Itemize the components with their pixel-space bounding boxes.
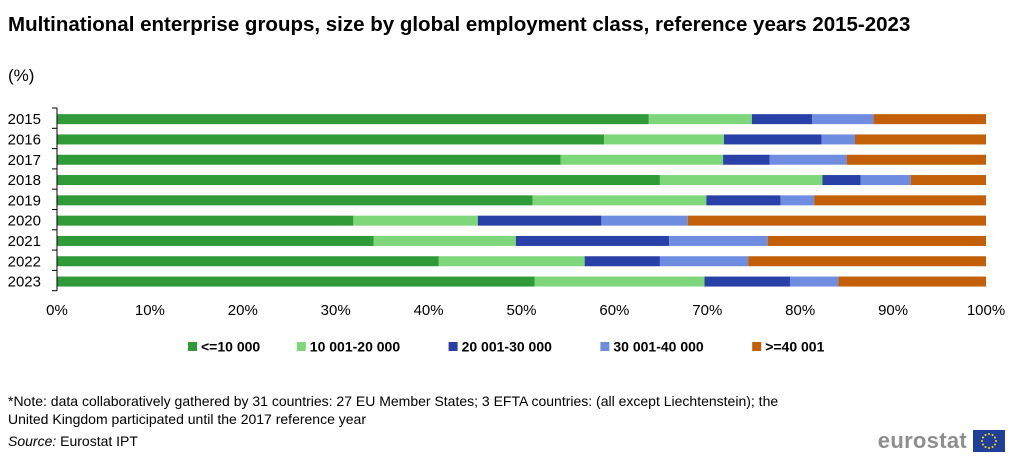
y-tick-label: 2021 — [8, 233, 41, 250]
bar-segment — [751, 114, 813, 125]
x-tick-label: 30% — [321, 302, 351, 319]
x-tick-label: 100% — [967, 302, 1005, 319]
legend-swatch — [600, 342, 610, 351]
bar-segment — [57, 134, 605, 145]
bar-segment — [838, 276, 986, 287]
chart-title: Multinational enterprise groups, size by… — [8, 13, 911, 36]
bar-segment — [648, 114, 752, 125]
x-tick-label: 20% — [228, 302, 258, 319]
bar-segment — [873, 114, 986, 125]
bar-segment — [855, 134, 986, 145]
eu-flag-icon — [973, 430, 1005, 452]
x-tick-label: 80% — [785, 302, 815, 319]
bar-segment — [767, 235, 986, 246]
legend-swatch — [752, 342, 762, 351]
legend-label: 10 001-20 000 — [310, 339, 401, 355]
bar-segment — [789, 276, 839, 287]
y-tick-label: 2018 — [8, 172, 41, 189]
bar-segment — [57, 114, 649, 125]
legend-label: 20 001-30 000 — [462, 339, 553, 355]
x-tick-label: 90% — [878, 302, 908, 319]
legend-swatch — [188, 342, 197, 351]
bar-segment — [353, 215, 478, 226]
bar-segment — [704, 276, 790, 287]
y-tick-label: 2022 — [8, 253, 41, 270]
source-value: Eurostat IPT — [56, 433, 138, 449]
y-tick-label: 2017 — [8, 152, 41, 169]
y-tick-label: 2016 — [8, 131, 41, 148]
legend-label: 30 001-40 000 — [613, 339, 704, 355]
y-tick-label: 2020 — [8, 213, 41, 230]
legend-swatch — [296, 342, 306, 351]
bar-segment — [601, 215, 688, 226]
legend-swatch — [448, 342, 458, 351]
bar-segment — [57, 235, 374, 246]
x-tick-label: 70% — [692, 302, 722, 319]
x-tick-label: 10% — [135, 302, 165, 319]
bar-segment — [822, 175, 861, 186]
eurostat-logo: eurostat — [878, 428, 1005, 454]
bar-segment — [687, 215, 986, 226]
bar-segment — [584, 256, 660, 267]
y-tick-label: 2023 — [8, 274, 41, 291]
bar-segment — [846, 154, 986, 165]
bar-segment — [373, 235, 516, 246]
bar-segment — [659, 256, 749, 267]
bar-segment — [748, 256, 986, 267]
chart-note: *Note: data collaboratively gathered by … — [8, 393, 779, 427]
bar-segment — [57, 256, 439, 267]
chart-source: Source: Eurostat IPT — [8, 433, 138, 449]
bar-segment — [438, 256, 585, 267]
stacked-bar-chart: 2015 2016 2017 2018 2019 2020 2021 2022 2023 0% 10… — [8, 107, 1005, 355]
x-tick-label: 50% — [506, 302, 536, 319]
bar-segment — [706, 195, 781, 206]
bar-segment — [812, 114, 874, 125]
bar-segment — [669, 235, 768, 246]
bar-segment — [814, 195, 986, 206]
bar-segment — [534, 276, 705, 287]
bar-segment — [532, 195, 707, 206]
bar-segment — [57, 154, 561, 165]
legend-label: <=10 000 — [201, 339, 260, 355]
y-tick-label: 2019 — [8, 192, 41, 209]
legend-label: >=40 001 — [765, 339, 824, 355]
bar-segment — [57, 215, 354, 226]
x-tick-label: 40% — [414, 302, 444, 319]
y-tick-label: 2015 — [8, 111, 41, 128]
bar-segment — [659, 175, 823, 186]
bar-segment — [821, 134, 856, 145]
bar-segment — [780, 195, 815, 206]
bar-segment — [560, 154, 724, 165]
logo-text: eurostat — [877, 428, 967, 453]
bar-segment — [723, 154, 770, 165]
bar-segment — [860, 175, 911, 186]
bar-segment — [515, 235, 670, 246]
x-tick-label: 60% — [599, 302, 629, 319]
source-label: Source: — [8, 433, 57, 449]
bar-segment — [477, 215, 602, 226]
bar-segment — [769, 154, 847, 165]
bar-segment — [57, 175, 660, 186]
chart-unit: (%) — [8, 66, 35, 85]
bar-segment — [57, 276, 535, 287]
bar-segment — [910, 175, 986, 186]
bar-segment — [604, 134, 725, 145]
x-tick-label: 0% — [46, 302, 68, 319]
bar-segment — [724, 134, 822, 145]
bar-segment — [57, 195, 533, 206]
